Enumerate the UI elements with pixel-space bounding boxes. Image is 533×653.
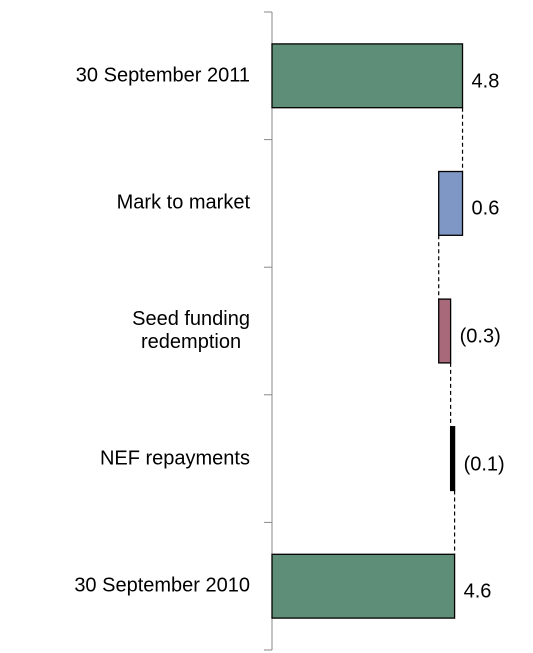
bar: [271, 553, 456, 619]
value-label: (0.3): [459, 325, 501, 348]
bar: [438, 298, 452, 364]
bar: [449, 426, 456, 492]
category-label: Seed funding redemption: [132, 308, 250, 353]
value-label: 4.6: [463, 580, 492, 603]
value-label: (0.1): [463, 453, 505, 476]
category-label: Mark to market: [116, 191, 250, 214]
category-label: 30 September 2011: [75, 64, 250, 87]
bar: [271, 43, 464, 109]
value-label: 0.6: [471, 197, 500, 220]
category-label: 30 September 2010: [74, 574, 250, 597]
bar: [438, 170, 464, 236]
category-label: NEF repayments: [99, 447, 250, 470]
value-label: 4.8: [471, 70, 500, 93]
